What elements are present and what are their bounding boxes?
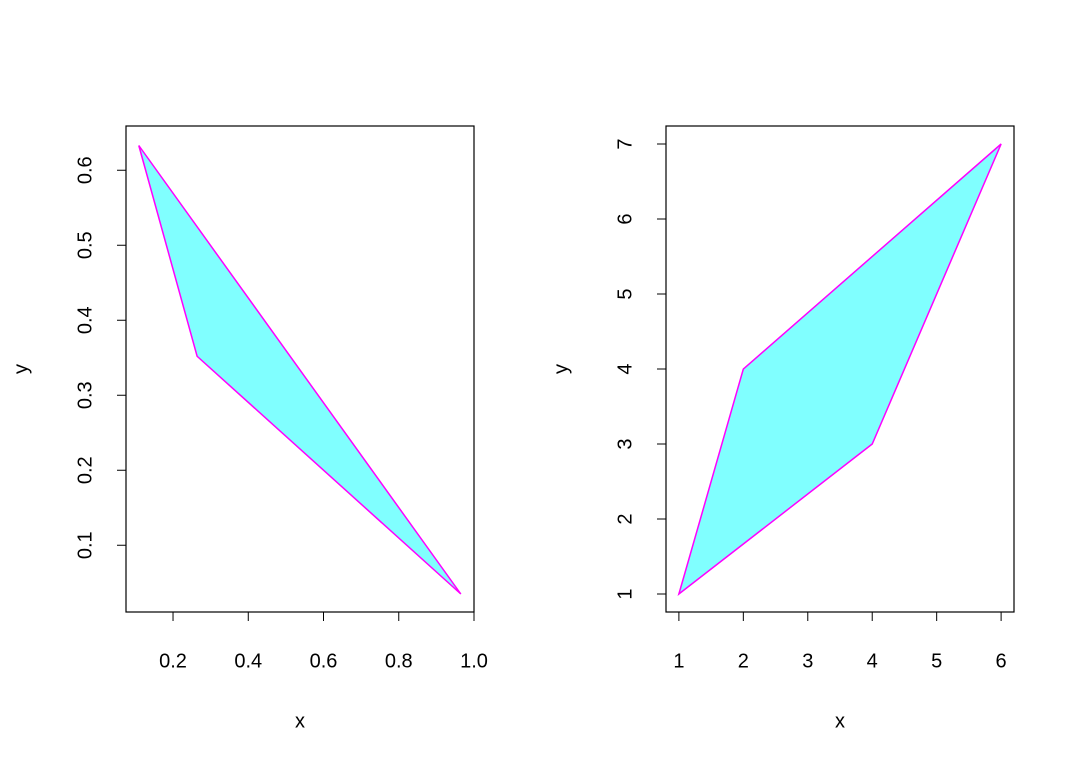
plot-box [125, 125, 475, 613]
x-axis-label: x [835, 710, 845, 732]
x-tick-label: 0.6 [310, 650, 338, 672]
x-tick-label: 1.0 [460, 650, 488, 672]
x-tick-label: 4 [867, 650, 878, 672]
y-tick-label: 1 [614, 588, 636, 599]
x-tick-label: 0.4 [234, 650, 262, 672]
y-axis-label: y [550, 364, 572, 374]
y-tick-label: 3 [614, 438, 636, 449]
y-axis-label: y [10, 364, 32, 374]
y-tick-label: 6 [614, 213, 636, 224]
y-tick-label: 0.2 [74, 456, 96, 484]
y-tick-label: 7 [614, 138, 636, 149]
y-tick-label: 0.3 [74, 381, 96, 409]
y-tick-label: 5 [614, 288, 636, 299]
x-tick-label: 2 [738, 650, 749, 672]
x-tick-label: 5 [931, 650, 942, 672]
y-tick-label: 4 [614, 363, 636, 374]
y-tick-label: 0.6 [74, 156, 96, 184]
x-tick-label: 6 [996, 650, 1007, 672]
x-axis-label: x [295, 710, 305, 732]
x-tick-label: 0.8 [385, 650, 413, 672]
x-tick-label: 3 [802, 650, 813, 672]
x-tick-label: 1 [673, 650, 684, 672]
y-tick-label: 0.1 [74, 531, 96, 559]
y-tick-label: 0.5 [74, 231, 96, 259]
polygon [138, 145, 462, 595]
y-tick-label: 0.4 [74, 306, 96, 334]
x-tick-label: 0.2 [159, 650, 187, 672]
y-tick-label: 2 [614, 513, 636, 524]
polygon [677, 143, 1002, 596]
